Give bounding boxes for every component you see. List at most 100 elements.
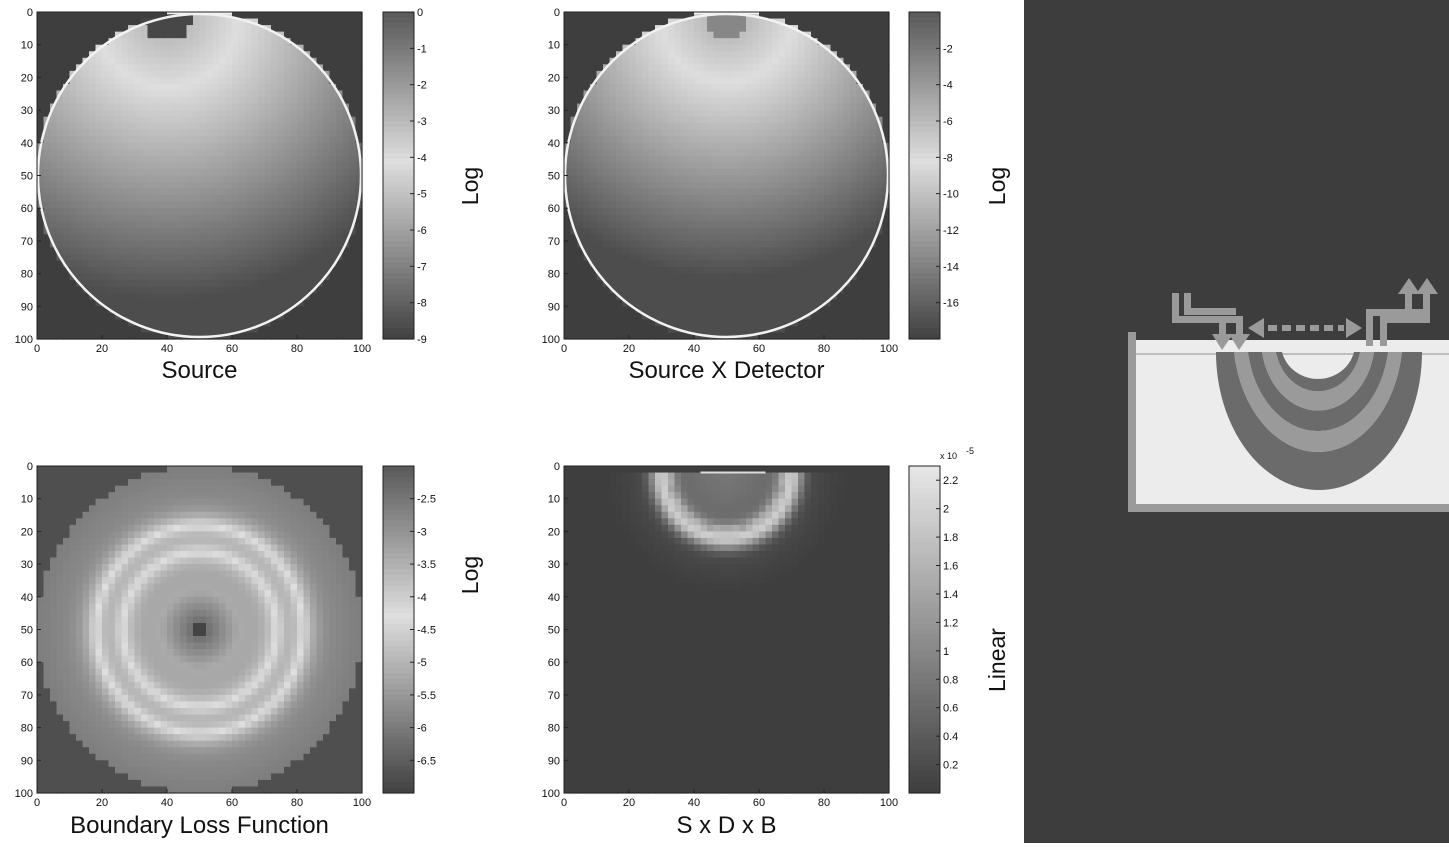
heatmap-cell <box>213 254 220 261</box>
heatmap-cell <box>766 117 773 124</box>
heatmap-cell <box>662 84 669 91</box>
heatmap-cell <box>844 182 851 189</box>
heatmap-cell <box>701 202 708 209</box>
heatmap-cell <box>70 189 77 196</box>
heatmap-cell <box>720 274 727 281</box>
heatmap-cell <box>323 90 330 97</box>
heatmap-cell <box>148 149 155 156</box>
heatmap-cell <box>180 136 187 143</box>
heatmap-cell <box>759 254 766 261</box>
heatmap-cell <box>109 51 116 58</box>
heatmap-cell <box>805 104 812 111</box>
heatmap-cell <box>603 267 610 274</box>
heatmap-cell <box>76 182 83 189</box>
heatmap-cell <box>70 32 77 39</box>
heatmap-cell <box>141 25 148 32</box>
heatmap-cell <box>584 149 591 156</box>
heatmap-cell <box>115 234 122 241</box>
heatmap-cell <box>70 234 77 241</box>
heatmap-cell <box>213 25 220 32</box>
heatmap-cell <box>336 306 343 313</box>
heatmap-cell <box>161 156 168 163</box>
heatmap-cell <box>239 241 246 248</box>
heatmap-cell <box>733 195 740 202</box>
heatmap-cell <box>831 77 838 84</box>
heatmap-cell <box>122 64 129 71</box>
heatmap-cell <box>206 306 213 313</box>
heatmap-cell <box>629 228 636 235</box>
heatmap-cell <box>37 293 44 300</box>
heatmap-cell <box>304 208 311 215</box>
heatmap-cell <box>818 149 825 156</box>
heatmap-cell <box>226 195 233 202</box>
heatmap-cell <box>154 189 161 196</box>
heatmap-cell <box>590 156 597 163</box>
heatmap-cell <box>818 221 825 228</box>
heatmap-cell <box>655 221 662 228</box>
heatmap-cell <box>102 208 109 215</box>
heatmap-cell <box>310 247 317 254</box>
heatmap-cell <box>668 169 675 176</box>
heatmap-cell <box>63 130 70 137</box>
heatmap-cell <box>128 19 135 26</box>
heatmap-cell <box>76 84 83 91</box>
heatmap-cell <box>798 300 805 307</box>
heatmap-cell <box>837 117 844 124</box>
heatmap-cell <box>779 287 786 294</box>
heatmap-cell <box>564 247 571 254</box>
heatmap-cell <box>727 306 734 313</box>
heatmap-cell <box>278 228 285 235</box>
heatmap-cell <box>857 247 864 254</box>
heatmap-cell <box>278 208 285 215</box>
heatmap-cell <box>759 84 766 91</box>
heatmap-cell <box>83 241 90 248</box>
heatmap-cell <box>857 287 864 294</box>
heatmap-cell <box>831 136 838 143</box>
heatmap-cell <box>571 77 578 84</box>
heatmap-cell <box>701 208 708 215</box>
heatmap-cell <box>590 274 597 281</box>
heatmap-cell <box>63 254 70 261</box>
heatmap-cell <box>278 84 285 91</box>
heatmap-cell <box>753 274 760 281</box>
heatmap-cell <box>766 71 773 78</box>
heatmap-cell <box>863 215 870 222</box>
heatmap-cell <box>610 221 617 228</box>
heatmap-cell <box>271 162 278 169</box>
heatmap-cell <box>811 267 818 274</box>
heatmap-cell <box>232 176 239 183</box>
heatmap-cell <box>746 97 753 104</box>
heatmap-cell <box>629 241 636 248</box>
heatmap-cell <box>200 319 207 326</box>
heatmap-cell <box>239 130 246 137</box>
heatmap-cell <box>284 280 291 287</box>
heatmap-cell <box>63 12 70 19</box>
heatmap-cell <box>193 287 200 294</box>
heatmap-cell <box>798 38 805 45</box>
heatmap-cell <box>128 221 135 228</box>
heatmap-cell <box>89 319 96 326</box>
heatmap-cell <box>291 326 298 333</box>
heatmap-cell <box>714 19 721 26</box>
heatmap-cell <box>219 156 226 163</box>
heatmap-cell <box>727 202 734 209</box>
heatmap-cell <box>733 51 740 58</box>
heatmap-cell <box>759 143 766 150</box>
heatmap-cell <box>746 169 753 176</box>
heatmap-cell <box>727 45 734 52</box>
heatmap-cell <box>642 208 649 215</box>
heatmap-cell <box>623 117 630 124</box>
heatmap-cell <box>265 326 272 333</box>
heatmap-cell <box>109 293 116 300</box>
heatmap-cell <box>590 25 597 32</box>
heatmap-cell <box>805 280 812 287</box>
heatmap-cell <box>284 136 291 143</box>
heatmap-cell <box>623 90 630 97</box>
heatmap-cell <box>733 104 740 111</box>
heatmap-cell <box>857 156 864 163</box>
heatmap-cell <box>180 64 187 71</box>
heatmap-cell <box>310 25 317 32</box>
heatmap-cell <box>226 64 233 71</box>
heatmap-cell <box>746 117 753 124</box>
heatmap-cell <box>83 77 90 84</box>
